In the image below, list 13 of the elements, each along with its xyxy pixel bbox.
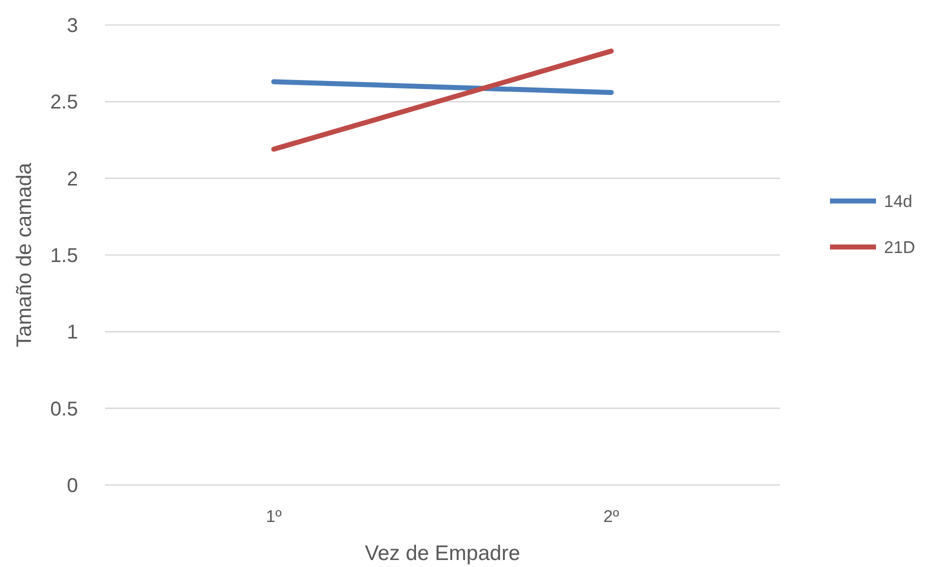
y-tick-label: 1.5 <box>50 245 78 267</box>
y-tick-label: 0.5 <box>50 398 78 420</box>
y-tick-label: 1 <box>66 322 78 344</box>
legend-label: 14d <box>884 192 912 211</box>
y-tick-label: 2.5 <box>50 92 78 114</box>
legend-label: 21D <box>884 238 916 257</box>
x-tick-label: 1º <box>266 507 282 526</box>
x-tick-label: 2º <box>603 507 620 526</box>
y-tick-label: 2 <box>66 168 78 190</box>
x-axis-title: Vez de Empadre <box>364 542 520 565</box>
y-tick-label: 3 <box>66 15 78 37</box>
y-axis-title: Tamaño de camada <box>13 162 36 348</box>
y-tick-label: 0 <box>66 475 78 497</box>
